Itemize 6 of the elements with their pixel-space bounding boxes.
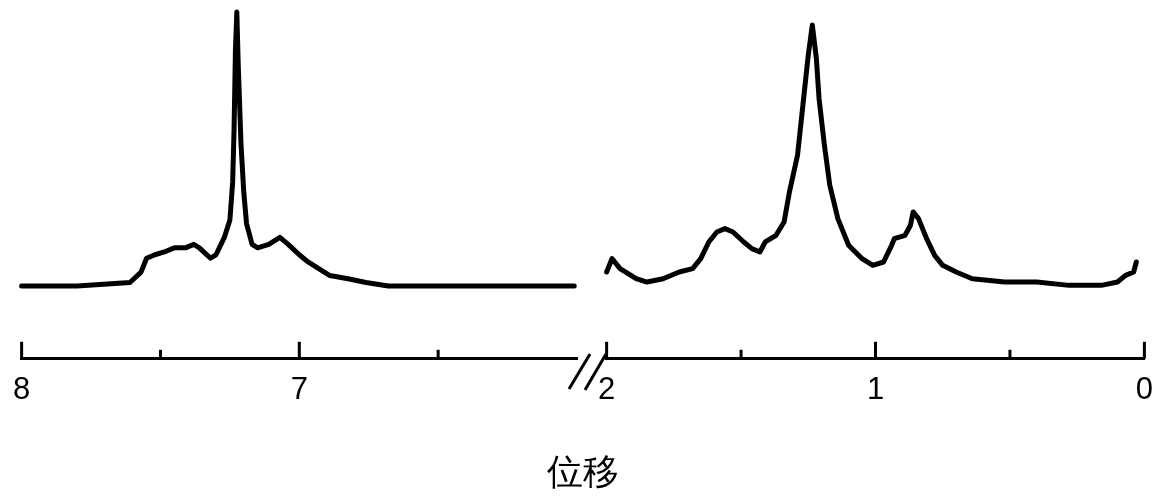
x-tick-label: 1	[866, 370, 885, 406]
x-tick-label: 0	[1135, 370, 1153, 406]
x-tick-label: 2	[598, 370, 616, 406]
x-tick-label: 8	[13, 370, 31, 406]
x-tick-label: 7	[290, 370, 308, 406]
x-axis-title: 位移	[547, 451, 619, 492]
